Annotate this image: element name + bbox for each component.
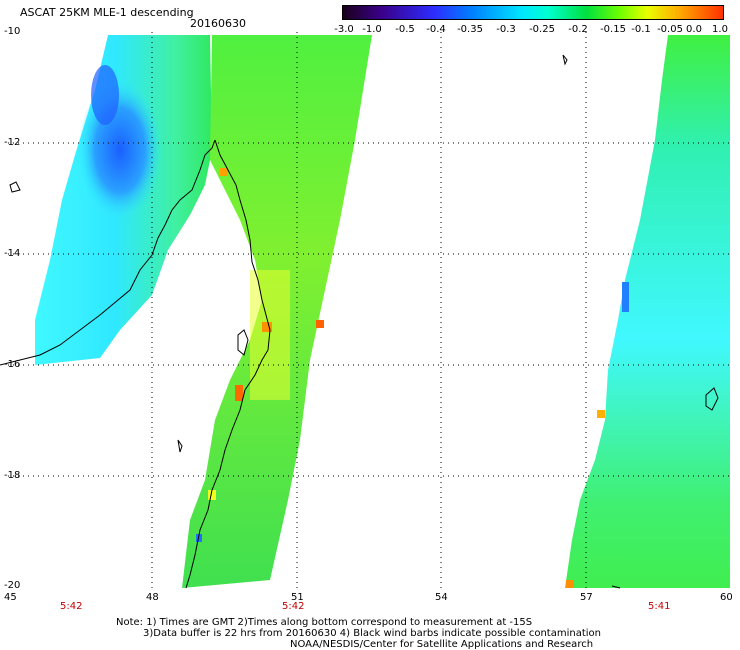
colorbar-tick: 0.0 [686, 24, 702, 35]
swath-right [565, 35, 730, 588]
coastline [0, 54, 719, 589]
note-line-1: Note: 1) Times are GMT 2)Times along bot… [116, 617, 533, 628]
lat-label: -20 [4, 580, 21, 591]
lat-label: -18 [4, 470, 21, 481]
colorbar-tick: -0.05 [657, 24, 683, 35]
lon-label: 45 [4, 592, 17, 603]
colorbar-tick: -0.15 [600, 24, 626, 35]
lat-label: -14 [4, 248, 21, 259]
colorbar-tick: -0.35 [457, 24, 483, 35]
note-line-3: NOAA/NESDIS/Center for Satellite Applica… [290, 639, 594, 650]
pass-time: 5:42 [60, 601, 83, 612]
note-line-2: 3)Data buffer is 22 hrs from 20160630 4)… [143, 628, 601, 639]
colorbar-tick: -1.0 [362, 24, 382, 35]
lat-label: -10 [4, 26, 21, 37]
map-title: ASCAT 25KM MLE-1 descending [20, 6, 194, 19]
colorbar-tick: -0.4 [426, 24, 446, 35]
lon-label: 51 [291, 592, 304, 603]
lon-label: 54 [435, 592, 448, 603]
colorbar-tick: 1.0 [712, 24, 728, 35]
lon-label: 57 [580, 592, 593, 603]
lat-label: -12 [4, 137, 21, 148]
colorbar-tick: -0.25 [529, 24, 555, 35]
colorbar-tick: -0.5 [395, 24, 415, 35]
colorbar [342, 5, 724, 20]
lat-label: -16 [4, 359, 21, 370]
pass-time: 5:41 [648, 601, 671, 612]
colorbar-tick: -3.0 [334, 24, 354, 35]
colorbar-tick: -0.1 [631, 24, 651, 35]
pass-time: 5:42 [282, 601, 305, 612]
gridlines [8, 32, 730, 588]
lon-label: 48 [146, 592, 159, 603]
colorbar-tick: -0.2 [568, 24, 588, 35]
swath-left [35, 35, 212, 365]
map-date: 20160630 [190, 17, 246, 30]
colorbar-tick: -0.3 [496, 24, 516, 35]
lon-label: 60 [720, 592, 733, 603]
